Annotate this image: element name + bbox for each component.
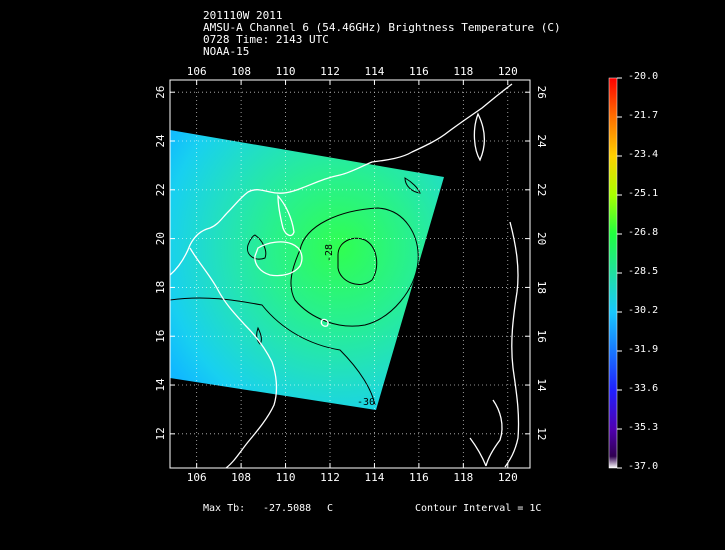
lon-tick-label-bottom: 112	[320, 471, 340, 484]
title-line-3: 0728 Time: 2143 UTC	[203, 33, 329, 46]
swath-area	[170, 130, 444, 410]
contour-label-28: -28	[324, 244, 335, 262]
lon-tick-label-bottom: 106	[187, 471, 207, 484]
lat-tick-label-right: 16	[535, 330, 548, 343]
island-paracel	[320, 318, 329, 327]
lon-tick-label-bottom: 120	[498, 471, 518, 484]
lat-tick-label-right: 20	[535, 232, 548, 245]
lon-tick-label-top: 114	[365, 65, 385, 78]
lat-tick-label-right: 14	[535, 378, 548, 392]
lat-tick-label-left: 24	[154, 134, 167, 148]
lat-tick-label-left: 26	[154, 86, 167, 99]
colorbar-label: -25.1	[628, 188, 659, 199]
title-line-1: 201110W 2011	[203, 9, 283, 22]
colorbar-label: -23.4	[628, 149, 659, 160]
lon-tick-label-bottom: 116	[409, 471, 429, 484]
lon-tick-label-top: 112	[320, 65, 340, 78]
colorbar-label: -33.6	[628, 383, 659, 394]
lat-tick-label-right: 24	[535, 134, 548, 148]
title-line-4: NOAA-15	[203, 45, 250, 58]
lat-tick-label-left: 16	[154, 330, 167, 343]
lat-tick-label-right: 26	[535, 86, 548, 99]
lon-tick-label-top: 106	[187, 65, 207, 78]
contour-interval: Contour Interval = 1C	[415, 503, 542, 514]
max-tb-label: Max Tb:	[203, 503, 246, 514]
title-line-2: AMSU-A Channel 6 (54.46GHz) Brightness T…	[203, 21, 561, 34]
lon-tick-label-bottom: 108	[231, 471, 251, 484]
coastline	[170, 83, 513, 276]
lon-tick-label-bottom: 118	[453, 471, 473, 484]
lat-tick-label-right: 22	[535, 183, 548, 196]
colorbar-label: -35.3	[628, 422, 659, 433]
contour-line	[170, 297, 376, 406]
lat-tick-label-left: 18	[154, 281, 167, 294]
lat-tick-label-left: 20	[154, 232, 167, 245]
coastline-luzon	[504, 221, 520, 468]
colorbar	[608, 77, 618, 469]
coastline-taiwan	[473, 112, 485, 162]
lat-tick-label-left: 22	[154, 183, 167, 196]
map-frame	[169, 79, 531, 469]
coastline-leizhou	[277, 194, 295, 237]
colorbar-label: -26.8	[628, 227, 659, 238]
colorbar-label: -20.0	[628, 71, 659, 82]
lat-tick-label-right: 12	[535, 427, 548, 440]
contour-line	[256, 326, 262, 345]
lon-tick-label-top: 110	[276, 65, 296, 78]
contour-label-30: -30	[357, 397, 375, 408]
contour-line	[290, 207, 419, 327]
lon-tick-label-top: 108	[231, 65, 251, 78]
lon-tick-label-top: 120	[498, 65, 518, 78]
colorbar-label: -30.2	[628, 305, 659, 316]
coastline-hainan	[254, 241, 303, 277]
lat-tick-label-left: 14	[154, 378, 167, 392]
lon-tick-label-bottom: 110	[276, 471, 296, 484]
colorbar-label: -37.0	[628, 461, 659, 472]
lon-tick-label-top: 116	[409, 65, 429, 78]
colorbar-label: -31.9	[628, 344, 659, 355]
colorbar-label: -21.7	[628, 110, 659, 121]
contour-line	[404, 177, 421, 194]
max-tb-value: -27.5088	[263, 503, 312, 514]
lon-tick-label-top: 118	[453, 65, 473, 78]
contour-line	[337, 237, 378, 285]
coastline-palawan	[469, 437, 487, 467]
lat-tick-label-right: 18	[535, 281, 548, 294]
lat-tick-label-left: 12	[154, 427, 167, 440]
max-tb-unit: C	[327, 503, 334, 514]
coastline-vietnam	[189, 247, 278, 468]
lon-tick-label-bottom: 114	[365, 471, 385, 484]
colorbar-label: -28.5	[628, 266, 659, 277]
coastline-mindoro	[485, 399, 503, 467]
